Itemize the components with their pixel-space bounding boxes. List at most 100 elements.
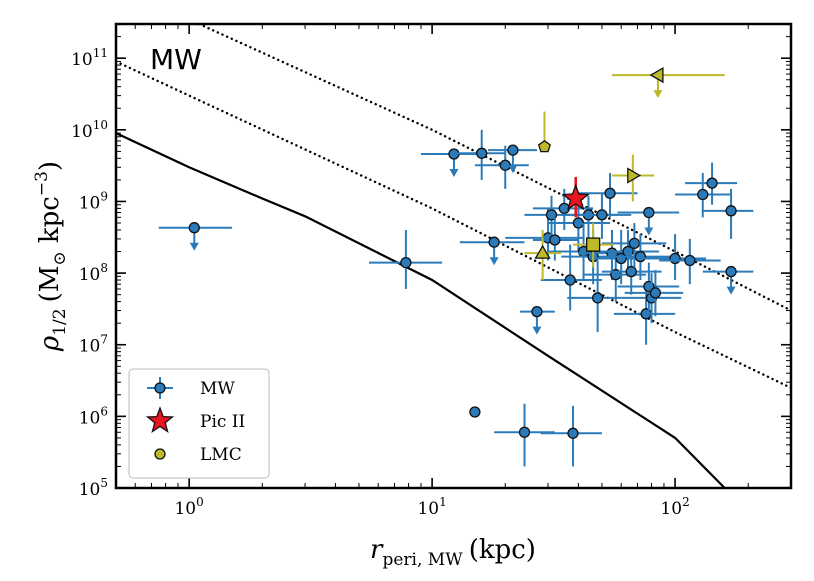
mw-marker: [697, 188, 709, 201]
mw-marker: [188, 222, 200, 234]
mw-upper-limit-head: [726, 286, 736, 295]
model-line-dotted-lower: [116, 60, 791, 390]
pic-ii-point: [561, 176, 590, 218]
mw-upper-limit-head: [449, 168, 459, 177]
mw-point: [702, 265, 754, 295]
mw-point: [519, 305, 555, 335]
mw-point: [459, 236, 525, 266]
mw-point: [158, 222, 232, 251]
mw-point: [606, 234, 673, 281]
x-axis-label-main: r: [370, 535, 384, 565]
lmc-point: [537, 111, 551, 153]
mw-upper-limit-head: [189, 242, 199, 251]
mw-marker: [625, 265, 637, 278]
mw-marker: [507, 144, 519, 156]
mw-point: [474, 145, 529, 189]
mw-marker: [649, 287, 662, 299]
mw-marker: [518, 426, 531, 438]
panel-label: MW: [150, 43, 202, 76]
x-axis-label-unit: (kpc): [469, 535, 536, 565]
y-axis-label-sub: 1/2: [50, 308, 70, 335]
mw-point: [494, 403, 555, 467]
mw-marker: [476, 147, 488, 159]
mw-point: [659, 238, 721, 285]
x-axis-label: rperi, MW (kpc): [370, 535, 536, 570]
lmc-point: [524, 229, 562, 281]
mw-marker: [725, 265, 737, 278]
data-points: [158, 66, 754, 467]
mw-point: [572, 193, 632, 239]
mw-marker: [634, 250, 647, 263]
y-tick-label: 108: [79, 261, 108, 285]
plot-frame: [114, 22, 793, 490]
mw-marker: [564, 274, 576, 286]
mw-point: [617, 206, 680, 236]
model-line-dotted-upper: [197, 24, 791, 312]
lmc-marker: [585, 237, 601, 252]
mw-point: [540, 244, 602, 311]
pic-ii-marker: [561, 183, 590, 211]
y-tick-label: 106: [79, 404, 108, 428]
axis-ticks: 100 101 102 105 106 107 108 109 1010 1011: [71, 23, 792, 519]
mw-marker: [596, 209, 608, 221]
lmc-upper-limit-head: [653, 90, 663, 99]
mw-upper-limit-head: [644, 227, 654, 236]
lmc-point: [611, 154, 655, 202]
mw-upper-limit-head: [489, 257, 499, 266]
y-axis-label: ρ1/2 (M⊙ kpc−3): [32, 161, 70, 352]
legend-label-mw: MW: [200, 379, 235, 399]
y-tick-label: 105: [79, 476, 108, 500]
mw-point: [685, 162, 738, 205]
legend-label-pic-ii: Pic II: [200, 412, 245, 432]
mw-marker: [725, 205, 737, 217]
mw-point: [451, 129, 506, 180]
legend-entry-mw: MW: [147, 377, 235, 399]
legend-entry-lmc: LMC: [154, 445, 242, 465]
mw-point: [369, 229, 443, 289]
x-tick-label: 101: [417, 495, 446, 519]
lmc-marker: [627, 167, 642, 184]
mw-marker: [628, 237, 641, 250]
y-axis-label-unit-close: ): [35, 161, 65, 171]
mw-marker: [591, 292, 604, 304]
mw-point: [621, 273, 682, 324]
lmc-marker: [534, 244, 551, 259]
lmc-point: [572, 223, 614, 268]
x-tick-label: 102: [660, 495, 689, 519]
mw-marker: [643, 206, 655, 219]
mw-marker: [488, 236, 500, 248]
mw-marker: [400, 256, 412, 269]
mw-point: [601, 244, 662, 295]
x-axis-label-sub: peri, MW: [382, 550, 463, 570]
y-axis-label-unit-open: (M: [35, 266, 65, 303]
y-axis-label-unit-mid: kpc: [35, 196, 65, 251]
mw-marker: [567, 427, 579, 439]
y-tick-label: 1010: [71, 118, 108, 142]
mw-upper-limit-head: [532, 326, 542, 335]
y-tick-label: 107: [79, 333, 108, 357]
mw-upper-limit-head: [508, 165, 518, 174]
y-tick-label: 1011: [71, 46, 108, 70]
model-line-solid: [116, 132, 726, 488]
y-axis-label-unit-sub: ⊙: [50, 251, 70, 265]
mw-marker: [572, 217, 585, 229]
legend-marker-pic-ii: [145, 406, 175, 433]
model-lines: [116, 24, 791, 488]
mw-point: [567, 260, 622, 333]
legend: MW Pic II LMC: [128, 368, 270, 479]
legend-label-lmc: LMC: [200, 445, 242, 465]
mw-point: [548, 201, 611, 252]
y-tick-label: 109: [79, 189, 108, 213]
x-tick-label: 100: [174, 495, 203, 519]
mw-marker: [669, 252, 681, 265]
mw-marker: [549, 234, 561, 246]
lmc-point: [611, 66, 725, 99]
mw-point: [601, 223, 667, 268]
legend-box: [128, 368, 270, 479]
mw-marker: [531, 305, 543, 318]
lmc-marker: [649, 66, 664, 84]
lmc-marker: [537, 140, 551, 153]
mw-marker: [604, 187, 616, 199]
mw-point: [488, 144, 537, 174]
